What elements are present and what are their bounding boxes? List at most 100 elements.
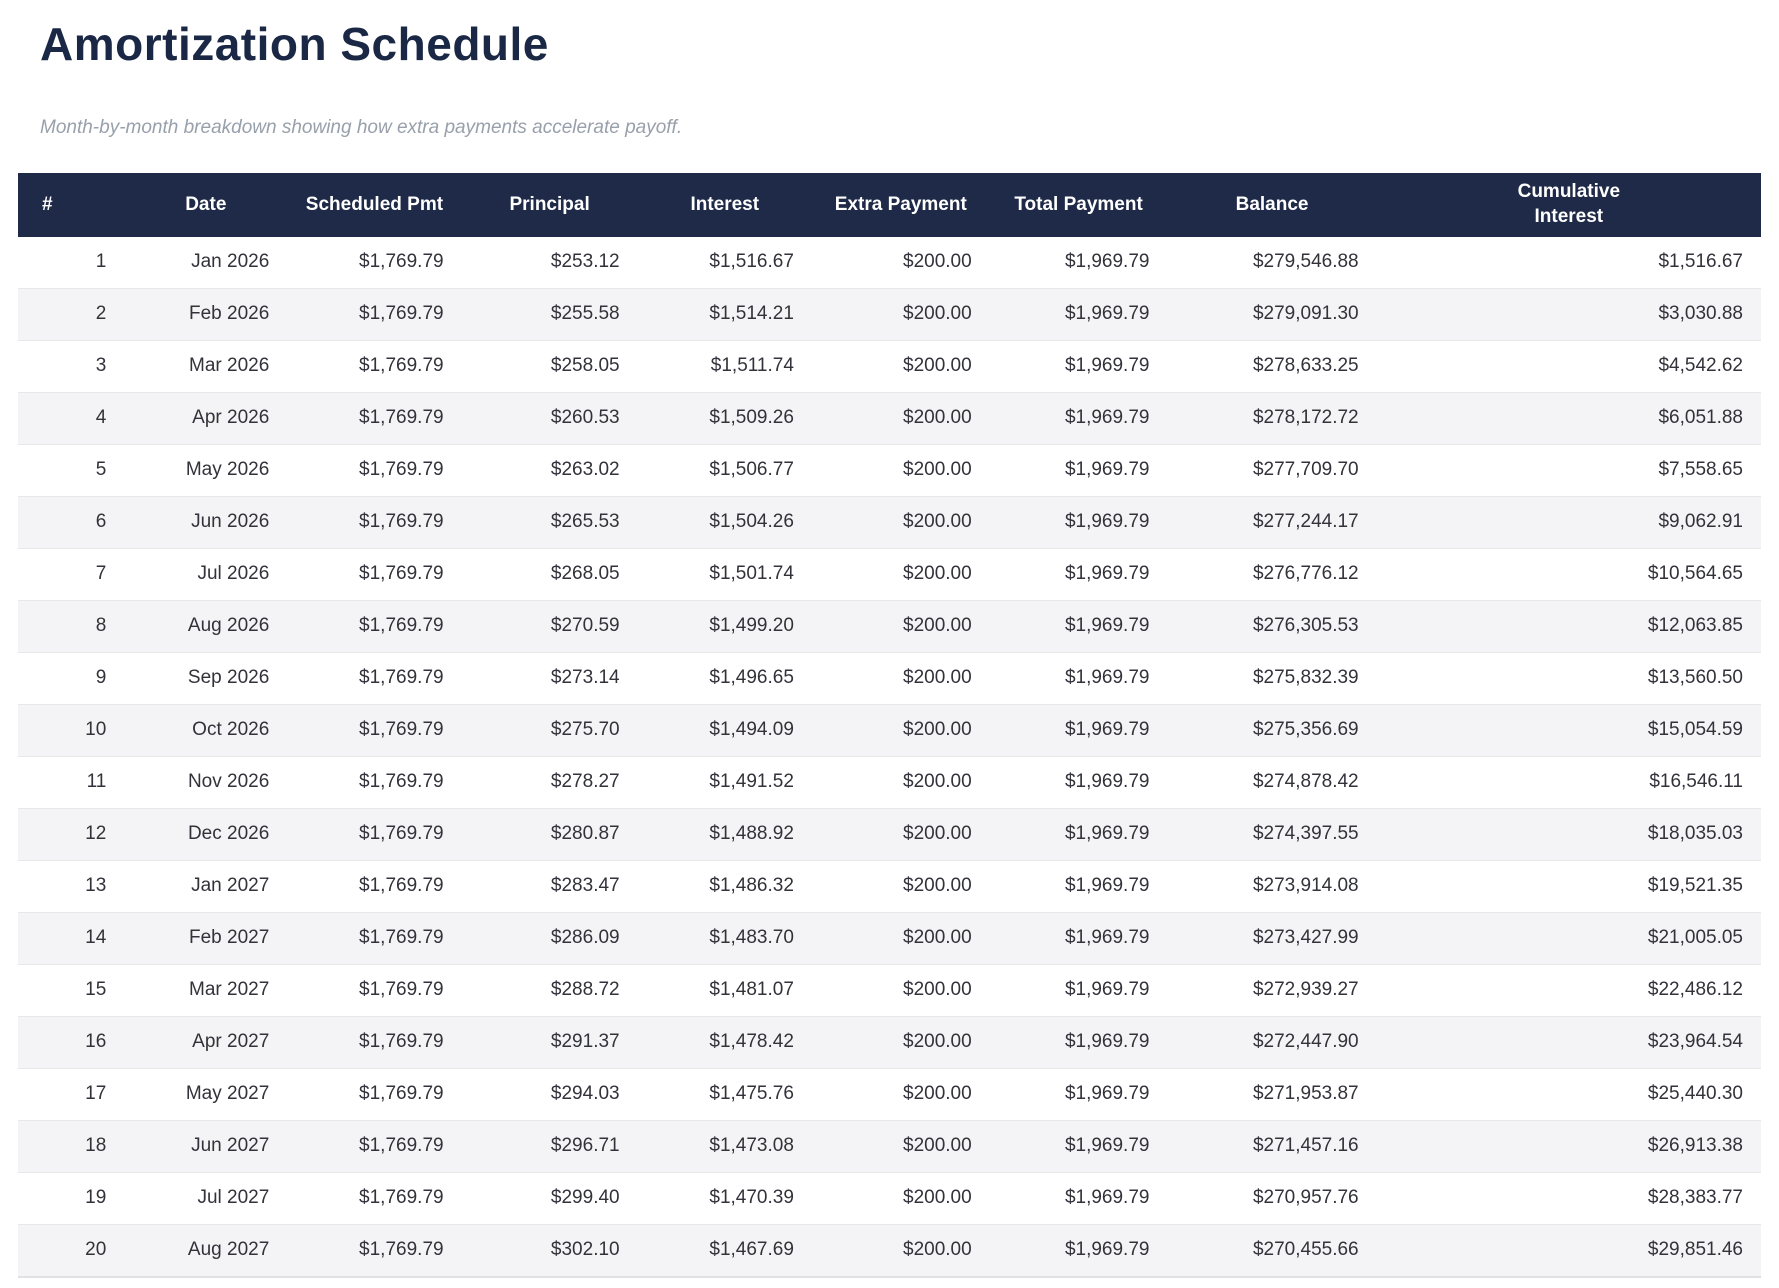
cell-cumulative_interest: $25,440.30 — [1647, 1083, 1743, 1105]
cell-num: 19 — [85, 1187, 107, 1209]
cell-num: 17 — [85, 1083, 107, 1105]
cell-balance: $275,832.39 — [1252, 667, 1359, 689]
cell-interest: $1,506.77 — [709, 459, 794, 481]
table-row: 5 May 2026 $1,769.79 $263.02 $1,506.77 $200.0… — [18, 444, 1761, 497]
cell-principal: $302.10 — [550, 1239, 620, 1261]
cell-principal: $270.59 — [550, 615, 620, 637]
cell-interest: $1,481.07 — [709, 979, 794, 1001]
cell-extra_payment: $200.00 — [903, 1187, 972, 1209]
cell-scheduled_pmt: $1,769.79 — [359, 251, 444, 273]
column-header-cumulative_interest: Cumulative Interest — [1376, 172, 1761, 237]
cell-date: Feb 2027 — [188, 927, 270, 949]
column-header-label: # — [42, 193, 53, 215]
cell-total_payment: $1,969.79 — [1064, 1031, 1150, 1053]
cell-principal: $278.27 — [550, 771, 620, 793]
cell-balance: $276,776.12 — [1252, 563, 1359, 585]
cell-interest: $1,467.69 — [709, 1239, 794, 1261]
cell-extra_payment: $200.00 — [903, 511, 972, 533]
table-row: 17 May 2027 $1,769.79 $294.03 $1,475.76 $200.… — [18, 1068, 1761, 1121]
cell-total_payment: $1,969.79 — [1064, 303, 1150, 325]
cell-scheduled_pmt: $1,769.79 — [359, 771, 444, 793]
cell-cumulative_interest: $18,035.03 — [1647, 823, 1743, 845]
cell-date: Feb 2026 — [188, 303, 270, 325]
cell-num: 20 — [85, 1239, 107, 1261]
cell-date: Sep 2026 — [187, 667, 270, 689]
cell-principal: $275.70 — [550, 719, 620, 741]
cell-extra_payment: $200.00 — [903, 823, 972, 845]
table-row: 15 Mar 2027 $1,769.79 $288.72 $1,481.07 $200.… — [18, 964, 1761, 1017]
cell-extra_payment: $200.00 — [903, 1031, 972, 1053]
cell-total_payment: $1,969.79 — [1064, 979, 1150, 1001]
cell-scheduled_pmt: $1,769.79 — [359, 1031, 444, 1053]
cell-cumulative_interest: $28,383.77 — [1647, 1187, 1743, 1209]
cell-date: Apr 2026 — [192, 407, 270, 429]
cell-num: 5 — [95, 459, 107, 481]
cell-total_payment: $1,969.79 — [1064, 251, 1150, 273]
cell-balance: $273,427.99 — [1252, 927, 1359, 949]
cell-interest: $1,516.67 — [709, 251, 794, 273]
cell-balance: $273,914.08 — [1252, 875, 1359, 897]
cell-total_payment: $1,969.79 — [1064, 355, 1150, 377]
cell-date: Jan 2026 — [191, 251, 270, 273]
cell-date: Jan 2027 — [191, 875, 270, 897]
cell-extra_payment: $200.00 — [903, 927, 972, 949]
table-row: 13 Jan 2027 $1,769.79 $283.47 $1,486.32 $200.… — [18, 860, 1761, 913]
cell-interest: $1,496.65 — [709, 667, 794, 689]
cell-scheduled_pmt: $1,769.79 — [359, 407, 444, 429]
cell-balance: $270,957.76 — [1252, 1187, 1359, 1209]
cell-interest: $1,488.92 — [709, 823, 794, 845]
cell-interest: $1,475.76 — [709, 1083, 794, 1105]
cell-cumulative_interest: $6,051.88 — [1658, 407, 1743, 429]
table-row: 12 Dec 2026 $1,769.79 $280.87 $1,488.92 $200.… — [18, 808, 1761, 861]
cell-total_payment: $1,969.79 — [1064, 719, 1150, 741]
cell-balance: $274,397.55 — [1252, 823, 1359, 845]
cell-cumulative_interest: $26,913.38 — [1647, 1135, 1743, 1157]
cell-date: Jul 2026 — [197, 563, 270, 585]
cell-num: 8 — [95, 615, 107, 637]
page-subtitle: Month-by-month breakdown showing how ext… — [40, 116, 683, 138]
cell-num: 14 — [85, 927, 107, 949]
cell-extra_payment: $200.00 — [903, 979, 972, 1001]
cell-principal: $283.47 — [550, 875, 620, 897]
cell-cumulative_interest: $12,063.85 — [1647, 615, 1743, 637]
cell-principal: $258.05 — [550, 355, 620, 377]
cell-extra_payment: $200.00 — [903, 459, 972, 481]
cell-cumulative_interest: $3,030.88 — [1658, 303, 1743, 325]
table-row: 7 Jul 2026 $1,769.79 $268.05 $1,501.74 $200.0… — [18, 548, 1761, 601]
cell-principal: $288.72 — [550, 979, 620, 1001]
cell-interest: $1,514.21 — [709, 303, 794, 325]
cell-extra_payment: $200.00 — [903, 1135, 972, 1157]
cell-principal: $291.37 — [550, 1031, 620, 1053]
cell-principal: $280.87 — [550, 823, 620, 845]
cell-scheduled_pmt: $1,769.79 — [359, 1083, 444, 1105]
table-row: 2 Feb 2026 $1,769.79 $255.58 $1,514.21 $200.0… — [18, 288, 1761, 341]
column-header-label: Balance — [1235, 193, 1309, 215]
table-row: 9 Sep 2026 $1,769.79 $273.14 $1,496.65 $200.0… — [18, 652, 1761, 705]
cell-date: Oct 2026 — [192, 719, 270, 741]
cell-interest: $1,473.08 — [709, 1135, 794, 1157]
cell-principal: $268.05 — [550, 563, 620, 585]
cell-cumulative_interest: $23,964.54 — [1647, 1031, 1743, 1053]
cell-total_payment: $1,969.79 — [1064, 563, 1150, 585]
cell-num: 3 — [95, 355, 107, 377]
cell-balance: $275,356.69 — [1252, 719, 1359, 741]
cell-scheduled_pmt: $1,769.79 — [359, 1239, 444, 1261]
cell-interest: $1,509.26 — [709, 407, 794, 429]
cell-principal: $260.53 — [550, 407, 620, 429]
cell-balance: $271,953.87 — [1252, 1083, 1359, 1105]
column-header-label: Principal — [509, 193, 590, 215]
cell-interest: $1,478.42 — [709, 1031, 794, 1053]
cell-interest: $1,504.26 — [709, 511, 794, 533]
column-header-principal: Principal — [461, 172, 638, 237]
cell-principal: $296.71 — [550, 1135, 620, 1157]
cell-num: 15 — [85, 979, 107, 1001]
cell-interest: $1,499.20 — [709, 615, 794, 637]
cell-date: Apr 2027 — [192, 1031, 270, 1053]
cell-balance: $274,878.42 — [1252, 771, 1359, 793]
cell-principal: $294.03 — [550, 1083, 620, 1105]
page-title: Amortization Schedule — [40, 18, 549, 70]
cell-cumulative_interest: $21,005.05 — [1647, 927, 1743, 949]
column-header-label: Extra Payment — [834, 193, 967, 215]
cell-date: Nov 2026 — [187, 771, 270, 793]
table-header-row: # Date Scheduled Pmt Principal Interest Extra… — [18, 172, 1761, 237]
